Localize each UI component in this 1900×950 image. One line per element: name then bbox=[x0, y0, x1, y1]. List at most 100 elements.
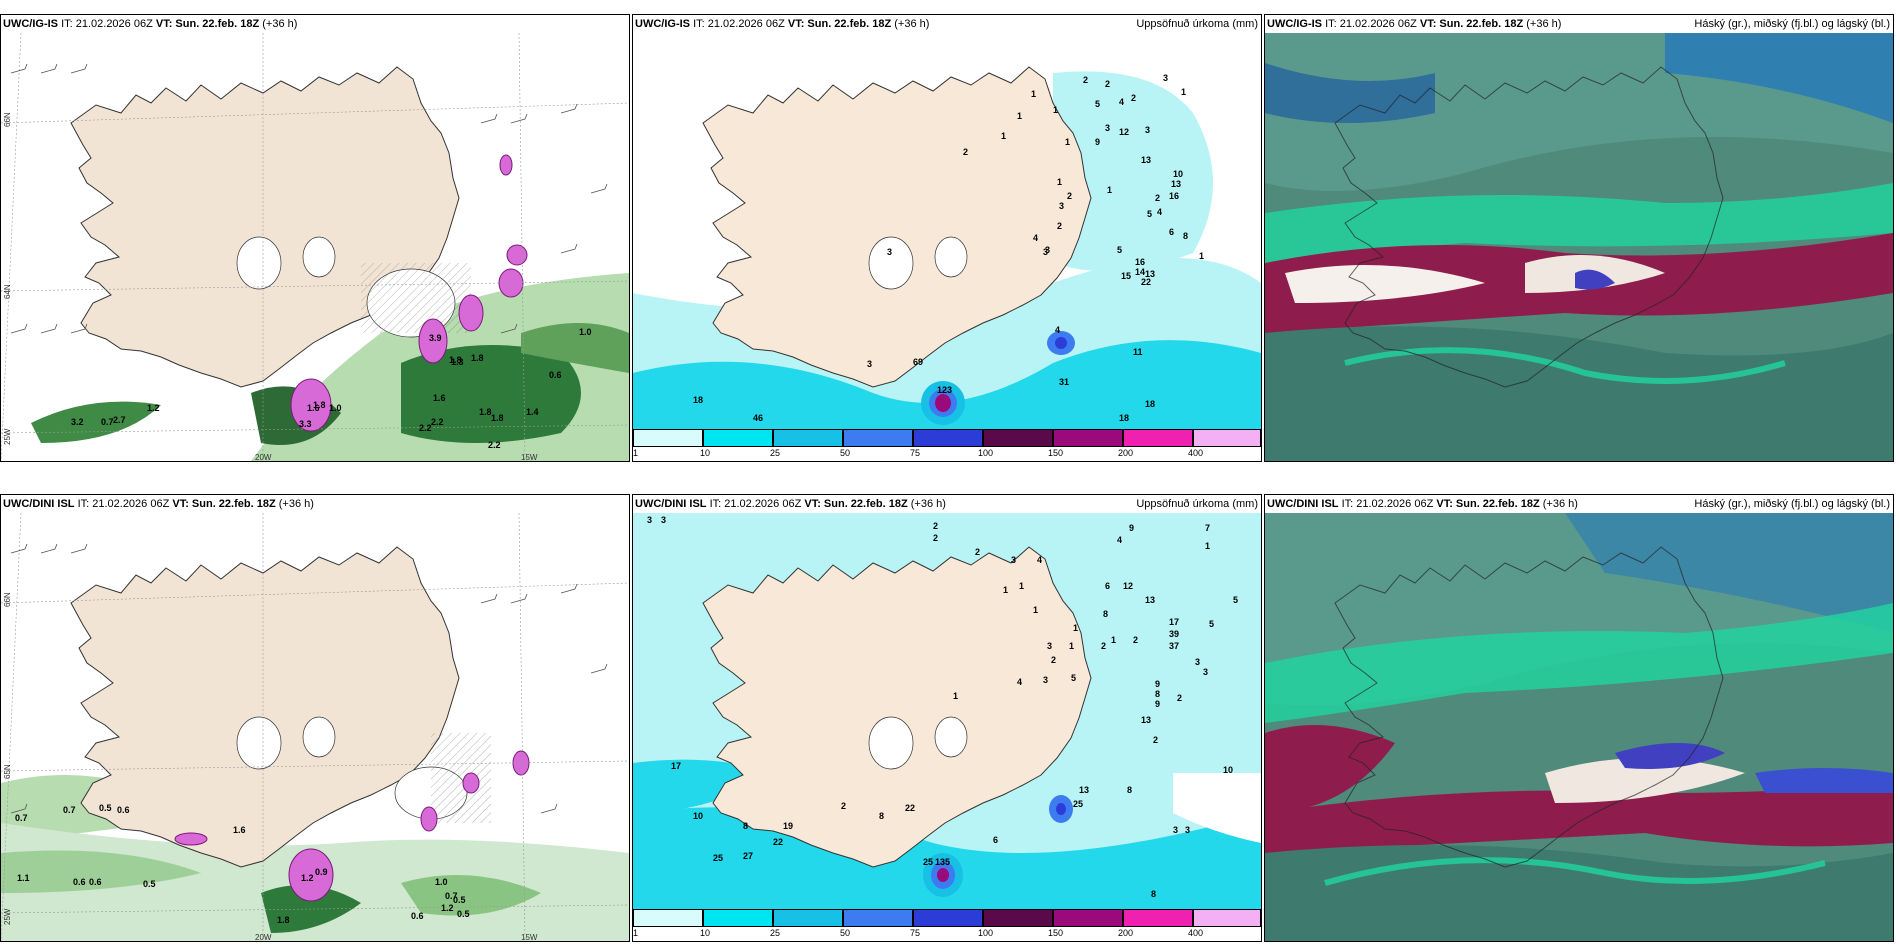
map-value: 13 bbox=[1079, 785, 1090, 795]
map-value: 37 bbox=[1169, 641, 1180, 651]
map-value: 6 bbox=[993, 835, 999, 845]
map-value: 16 bbox=[1169, 191, 1180, 201]
map-value: 2 bbox=[1105, 79, 1111, 89]
map-value: 1 bbox=[1107, 185, 1113, 195]
vt-label: VT: bbox=[155, 18, 173, 30]
colorbar-swatch bbox=[983, 909, 1053, 927]
lon-label: 20W bbox=[255, 933, 272, 942]
map-value: 13 bbox=[1141, 715, 1152, 725]
map-value: 4 bbox=[1017, 677, 1023, 687]
map-value: 1 bbox=[1031, 89, 1037, 99]
model-name: UWC/IG-IS bbox=[3, 18, 58, 30]
vt-time: Sun. 22.feb. 18Z bbox=[1439, 18, 1524, 30]
colorbar-label: 75 bbox=[910, 928, 921, 938]
colorbar-label: 1 bbox=[633, 448, 639, 458]
colorbar-label: 50 bbox=[840, 928, 851, 938]
colorbar-label: 200 bbox=[1118, 448, 1134, 458]
map-value: 1 bbox=[1111, 635, 1117, 645]
panel-title: Uppsöfnuð úrkoma (mm) bbox=[1136, 18, 1258, 30]
map-value: 18 bbox=[1145, 399, 1156, 409]
map-value: 1.6 bbox=[233, 825, 246, 835]
lead-time: (+36 h) bbox=[262, 18, 298, 30]
colorbar-swatch bbox=[703, 429, 773, 447]
precip-max bbox=[921, 331, 1075, 425]
map-value: 17 bbox=[1169, 617, 1180, 627]
panel-title: Uppsöfnuð úrkoma (mm) bbox=[1136, 498, 1258, 510]
panel-cloud-bottom: UWC/DINI ISL IT: 21.02.2026 06Z VT: Sun.… bbox=[1264, 494, 1894, 942]
run-info: IT: 21.02.2026 06Z bbox=[709, 498, 802, 510]
map-value: 1.8 bbox=[277, 915, 290, 925]
map-value: 12 bbox=[1119, 127, 1130, 137]
map-value: 0.6 bbox=[411, 911, 424, 921]
map-value: 5 bbox=[1147, 209, 1153, 219]
map-value: 2 bbox=[1177, 693, 1183, 703]
map-value: 2 bbox=[975, 547, 981, 557]
map-value: 2 bbox=[1155, 193, 1161, 203]
cloud-map bbox=[1265, 513, 1893, 941]
colorbar-label: 1 bbox=[633, 928, 639, 938]
map-value: 3 bbox=[1105, 123, 1111, 133]
colorbar-swatch bbox=[913, 909, 983, 927]
map-value: 0.7 bbox=[101, 417, 114, 427]
colorbar-swatch bbox=[773, 429, 843, 447]
map-value: 5 bbox=[1117, 245, 1123, 255]
colorbar-label: 150 bbox=[1048, 928, 1064, 938]
map-value: 1 bbox=[1069, 641, 1075, 651]
vt-label: VT: bbox=[172, 498, 189, 510]
precip-colorbar: 1 10 25 50 75 100 150 200 400 bbox=[633, 429, 1261, 461]
map-value: 2 bbox=[1101, 641, 1107, 651]
map-value: 4 bbox=[1157, 207, 1163, 217]
vt-label: VT: bbox=[1419, 18, 1437, 30]
map-value: 8 bbox=[1127, 785, 1133, 795]
map-value: 18 bbox=[1119, 413, 1130, 423]
colorbar-label: 50 bbox=[840, 448, 851, 458]
map-value: 1.2 bbox=[147, 403, 160, 413]
lon-label: 20W bbox=[255, 453, 272, 462]
map-value: 13 bbox=[1145, 269, 1156, 279]
panel-header: UWC/IG-IS IT: 21.02.2026 06Z VT: Sun. 22… bbox=[3, 18, 297, 30]
map-value: 14 bbox=[1135, 267, 1146, 277]
colorbar-swatch bbox=[1123, 429, 1193, 447]
map-value: 6 bbox=[1169, 227, 1175, 237]
map-value: 2 bbox=[1153, 735, 1159, 745]
vt-time: Sun. 22.feb. 18Z bbox=[807, 18, 892, 30]
map-value: 5 bbox=[1233, 595, 1239, 605]
map-value: 2.2 bbox=[488, 440, 501, 450]
vt-time: Sun. 22.feb. 18Z bbox=[175, 18, 260, 30]
model-name: UWC/DINI ISL bbox=[3, 498, 75, 510]
map-value: 27 bbox=[743, 851, 754, 861]
map-value: 11 bbox=[1133, 347, 1143, 357]
vt-label: VT: bbox=[1436, 498, 1453, 510]
map-value: 0.6 bbox=[89, 877, 102, 887]
map-value: 2 bbox=[1133, 635, 1139, 645]
lead-time: (+36 h) bbox=[910, 498, 946, 510]
map-value: 1 bbox=[1017, 111, 1023, 121]
map-value: 18 bbox=[693, 395, 704, 405]
map-value: 3.3 bbox=[299, 419, 312, 429]
colorbar-label: 75 bbox=[910, 448, 921, 458]
model-name: UWC/IG-IS bbox=[1267, 18, 1322, 30]
map-value: 3 bbox=[867, 359, 873, 369]
map-value: 69 bbox=[913, 357, 924, 367]
lat-label: 64N bbox=[3, 284, 12, 299]
map-value: 0.5 bbox=[99, 803, 112, 813]
map-value: 8 bbox=[1103, 609, 1109, 619]
map-value: 9 bbox=[1155, 679, 1161, 689]
run-info: IT: 21.02.2026 06Z bbox=[1325, 18, 1417, 30]
map-value: 3 bbox=[661, 515, 667, 525]
map-value: 1.6 bbox=[433, 393, 446, 403]
lat-label: 66N bbox=[3, 112, 12, 127]
map-value: 3 bbox=[1173, 825, 1179, 835]
lat-label: 25W bbox=[3, 428, 12, 445]
map-value: 13 bbox=[1141, 155, 1152, 165]
panel-title: Háský (gr.), miðský (fj.bl.) og lágský (… bbox=[1694, 18, 1890, 30]
map-value: 3 bbox=[887, 247, 893, 257]
panel-header: UWC/IG-IS IT: 21.02.2026 06Z VT: Sun. 22… bbox=[1267, 18, 1562, 30]
map-value: 1.0 bbox=[329, 403, 342, 413]
map-value: 3 bbox=[1203, 667, 1209, 677]
map-value: 2.2 bbox=[431, 417, 444, 427]
panel-precip-top: UWC/IG-IS IT: 21.02.2026 06Z VT: Sun. 22… bbox=[632, 14, 1262, 462]
map-value: 46 bbox=[753, 413, 764, 423]
map-value: 1.8 bbox=[491, 413, 504, 423]
model-name: UWC/IG-IS bbox=[635, 18, 690, 30]
